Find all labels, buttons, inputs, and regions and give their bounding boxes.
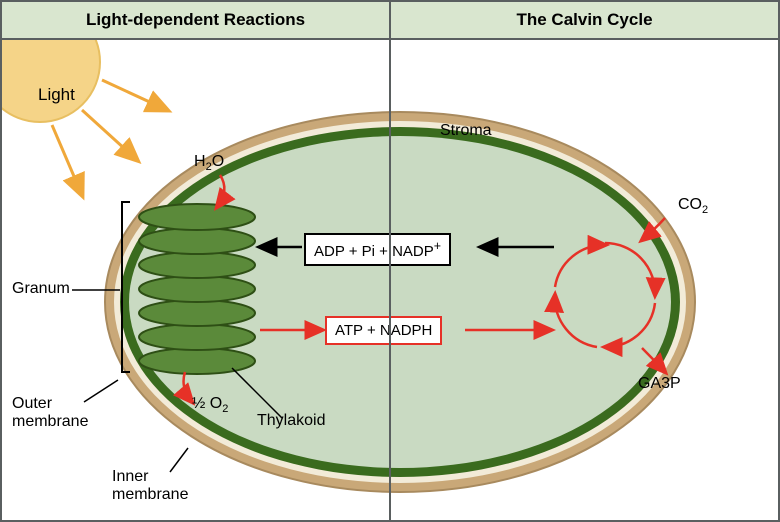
arrows-layer [2,40,778,520]
label-light: Light [38,85,75,105]
label-granum: Granum [12,280,70,298]
label-outer-membrane: Outermembrane [12,395,88,432]
label-co2: CO2 [678,196,708,216]
label-h2o: H2O [194,153,224,173]
label-ga3p: GA3P [638,375,681,393]
label-thylakoid: Thylakoid [257,412,325,430]
header-row: Light-dependent Reactions The Calvin Cyc… [2,2,778,40]
diagram-container: Light-dependent Reactions The Calvin Cyc… [0,0,780,522]
label-inner-membrane: Innermembrane [112,468,188,505]
label-half-o2: ½ O2 [192,395,228,415]
header-right: The Calvin Cycle [391,2,778,38]
diagram-body: Light Stroma H2O CO2 Granum Outermembran… [2,40,778,520]
header-left: Light-dependent Reactions [2,2,391,38]
label-stroma: Stroma [440,122,492,140]
